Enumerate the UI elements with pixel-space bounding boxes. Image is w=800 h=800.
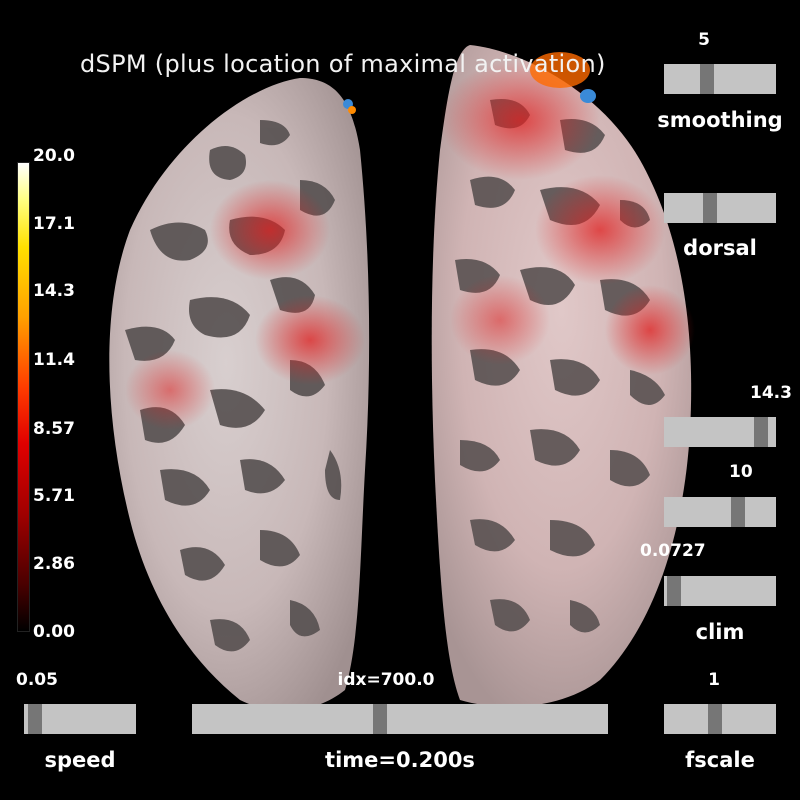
clim-low-value: 0.0727 (640, 541, 706, 561)
smoothing-label: smoothing (657, 108, 783, 132)
fscale-value: 1 (708, 670, 720, 690)
clim-mid-slider[interactable] (664, 497, 776, 527)
time-slider-handle[interactable] (373, 704, 387, 734)
colorbar (17, 162, 30, 632)
fscale-slider[interactable] (664, 704, 776, 734)
fscale-label: fscale (685, 748, 755, 772)
colorbar-tick: 17.1 (33, 214, 75, 234)
colorbar-tick: 5.71 (33, 486, 75, 506)
max-activation-glow (348, 106, 356, 114)
clim-label: clim (695, 620, 745, 644)
colorbar-tick: 8.57 (33, 419, 75, 439)
speed-slider-handle[interactable] (28, 704, 42, 734)
colorbar-tick: 20.0 (33, 146, 75, 166)
clim-low-slider-handle[interactable] (667, 576, 681, 606)
colorbar-tick: 11.4 (33, 350, 75, 370)
speed-value: 0.05 (16, 670, 58, 690)
colorbar-tick: 2.86 (33, 554, 75, 574)
time-index-value: idx=700.0 (337, 670, 435, 690)
clim-high-slider-handle[interactable] (754, 417, 768, 447)
colorbar-tick: 14.3 (33, 281, 75, 301)
left-hemisphere (109, 78, 370, 711)
clim-high-slider[interactable] (664, 417, 776, 447)
speed-label: speed (44, 748, 116, 772)
clim-low-slider[interactable] (664, 576, 776, 606)
colorbar-tick: 0.00 (33, 622, 75, 642)
time-label: time=0.200s (325, 748, 475, 772)
view-label: dorsal (683, 236, 757, 260)
fscale-slider-handle[interactable] (708, 704, 722, 734)
view-slider-handle[interactable] (703, 193, 717, 223)
smoothing-slider-handle[interactable] (700, 64, 714, 94)
clim-high-value: 14.3 (750, 383, 792, 403)
speed-slider[interactable] (24, 704, 136, 734)
page-title: dSPM (plus location of maximal activatio… (80, 50, 606, 78)
clim-mid-slider-handle[interactable] (731, 497, 745, 527)
view-slider[interactable] (664, 193, 776, 223)
time-slider[interactable] (192, 704, 608, 734)
right-hemisphere (431, 45, 695, 707)
smoothing-value: 5 (698, 30, 710, 50)
smoothing-slider[interactable] (664, 64, 776, 94)
clim-mid-value: 10 (729, 462, 753, 482)
